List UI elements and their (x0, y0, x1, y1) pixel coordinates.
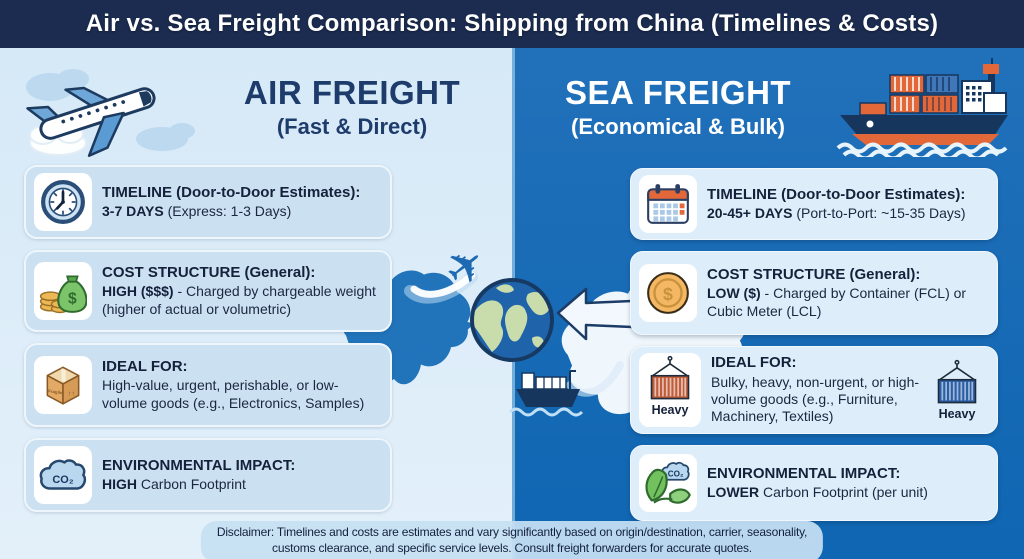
air-freight-header: AIR FREIGHT (Fast & Direct) (10, 54, 504, 160)
container-crane-blue-icon: Heavy (925, 359, 989, 421)
air-freight-title-block: AIR FREIGHT (Fast & Direct) (200, 74, 504, 140)
container-crane-orange-icon: Heavy (639, 353, 701, 427)
sea-freight-title-block: SEA FREIGHT (Economical & Bulk) (520, 74, 836, 140)
card-title: COST STRUCTURE (General): (707, 265, 921, 283)
sea-freight-heading: SEA FREIGHT (564, 74, 792, 111)
disclaimer: Disclaimer: Timelines and costs are esti… (200, 521, 824, 559)
card-body: Bulky, heavy, non-urgent, or high-volume… (711, 373, 920, 425)
sea-ideal-card: Heavy IDEAL FOR: Bulky, heavy, non-urgen… (630, 346, 998, 434)
air-freight-heading: AIR FREIGHT (243, 74, 461, 111)
airplane-icon (26, 86, 156, 157)
air-cost-card: $ COST STRUCTURE (General): HIGH ($$$) -… (24, 250, 392, 332)
sea-freight-cards: TIMELINE (Door-to-Door Estimates): 20-45… (630, 168, 998, 521)
air-ideal-card: Fragile ↑↑ IDEAL FOR: High-value, urgent… (24, 343, 392, 427)
container-ship-illustration (836, 58, 1008, 157)
airplane-clouds-illustration (26, 69, 195, 157)
air-timeline-card: TIMELINE (Door-to-Door Estimates): 3-7 D… (24, 165, 392, 239)
sea-freight-header: SEA FREIGHT (Economical & Bulk) (520, 54, 1016, 160)
card-body: HIGH ($$$) - Charged by chargeable weigh… (102, 283, 376, 317)
disclaimer-line-2: customs clearance, and specific service … (272, 540, 752, 555)
card-body: LOWER Carbon Footprint (per unit) (707, 483, 928, 500)
card-body: HIGH Carbon Footprint (102, 475, 246, 492)
sea-environment-card: CO₂ ENVIRONMENTAL IMPACT: LOWER Carbon F… (630, 445, 998, 521)
heavy-label: Heavy (938, 407, 976, 422)
page-title: Air vs. Sea Freight Comparison: Shipping… (85, 10, 939, 37)
sea-timeline-card: TIMELINE (Door-to-Door Estimates): 20-45… (630, 168, 998, 240)
card-body: 3-7 DAYS (Express: 1-3 Days) (102, 202, 292, 219)
card-title: ENVIRONMENTAL IMPACT: (707, 464, 901, 482)
heavy-label: Heavy (651, 403, 689, 417)
card-title: ENVIRONMENTAL IMPACT: (102, 456, 296, 474)
disclaimer-line-1: Disclaimer: Timelines and costs are esti… (216, 525, 808, 539)
card-body: High-value, urgent, perishable, or low-v… (102, 377, 365, 411)
air-freight-cards: TIMELINE (Door-to-Door Estimates): 3-7 D… (24, 165, 392, 512)
card-title: TIMELINE (Door-to-Door Estimates): (707, 185, 966, 203)
card-body: LOW ($) - Charged by Container (FCL) or … (707, 285, 967, 319)
svg-text:Fragile: Fragile (48, 388, 63, 395)
co2-cloud-icon: CO₂ (34, 446, 92, 504)
sea-cost-card: $ COST STRUCTURE (General): LOW ($) - Ch… (630, 251, 998, 335)
air-freight-subheading: (Fast & Direct) (276, 114, 428, 139)
package-box-icon: Fragile ↑↑ (34, 356, 92, 414)
card-title: IDEAL FOR: (711, 354, 797, 372)
money-bag-icon: $ (34, 262, 92, 320)
svg-text:CO₂: CO₂ (52, 474, 73, 486)
card-body: 20-45+ DAYS (Port-to-Port: ~15-35 Days) (707, 204, 966, 221)
clock-icon (34, 173, 92, 231)
svg-text:$: $ (663, 284, 673, 304)
svg-text:CO₂: CO₂ (668, 469, 684, 478)
card-title: IDEAL FOR: (102, 357, 188, 375)
svg-text:$: $ (68, 291, 77, 308)
title-bar: Air vs. Sea Freight Comparison: Shipping… (0, 0, 1024, 48)
sea-freight-subheading: (Economical & Bulk) (571, 114, 785, 139)
calendar-icon (639, 175, 697, 233)
card-title: TIMELINE (Door-to-Door Estimates): (102, 183, 361, 201)
coin-icon: $ (639, 264, 697, 322)
air-environment-card: CO₂ ENVIRONMENTAL IMPACT: HIGH Carbon Fo… (24, 438, 392, 512)
svg-text:↑↑: ↑↑ (68, 388, 75, 397)
leaf-co2-icon: CO₂ (639, 454, 697, 512)
card-title: COST STRUCTURE (General): (102, 263, 316, 281)
